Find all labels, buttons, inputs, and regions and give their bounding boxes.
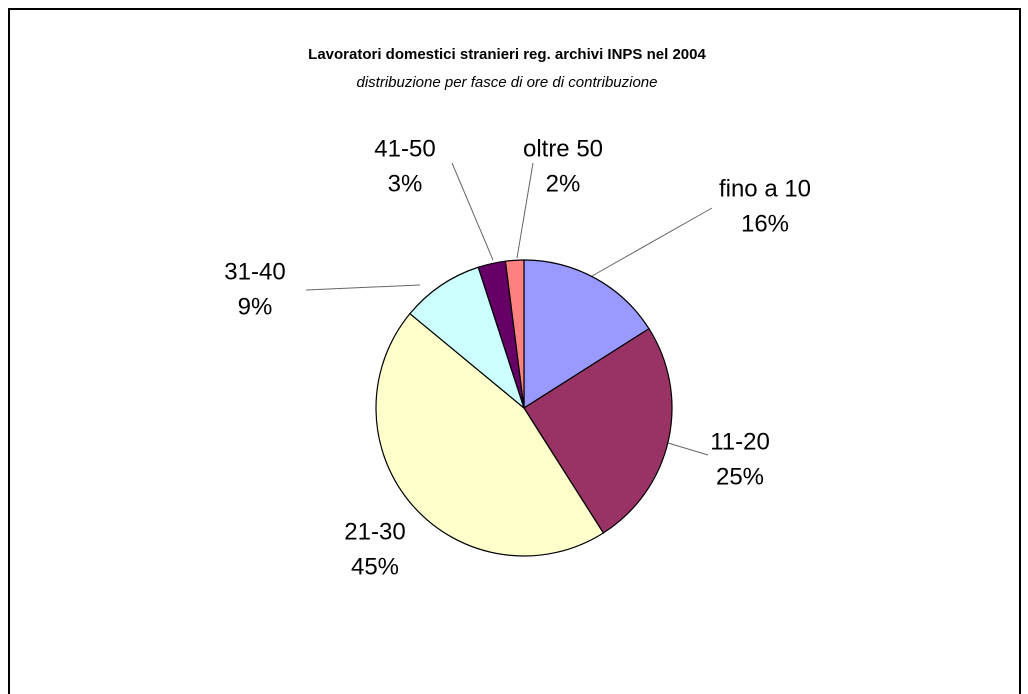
value-label: 2% — [546, 170, 581, 197]
category-label: 31-40 — [224, 258, 285, 285]
category-label: fino a 10 — [719, 175, 811, 202]
leader-line — [591, 207, 713, 277]
category-label: 41-50 — [374, 135, 435, 162]
category-label: 11-20 — [710, 428, 770, 455]
chart-subtitle: distribuzione per fasce di ore di contri… — [356, 74, 657, 91]
chart-frame — [8, 8, 1021, 694]
leader-line — [305, 284, 421, 291]
value-label: 25% — [716, 463, 764, 490]
pie-slice — [375, 312, 605, 557]
leader-line — [516, 162, 534, 259]
pie-slice — [523, 259, 650, 410]
value-label: 16% — [741, 210, 789, 237]
category-label: oltre 50 — [523, 135, 603, 162]
pie-slice — [523, 327, 673, 534]
pie-slice — [409, 266, 526, 410]
category-label: 21-30 — [344, 518, 405, 545]
chart-title: Lavoratori domestici stranieri reg. arch… — [308, 46, 706, 63]
value-label: 3% — [388, 170, 423, 197]
value-label: 9% — [238, 293, 273, 320]
leader-line — [451, 162, 494, 261]
leader-lines — [305, 162, 713, 456]
pie-slice — [504, 259, 525, 409]
value-label: 45% — [351, 553, 399, 580]
